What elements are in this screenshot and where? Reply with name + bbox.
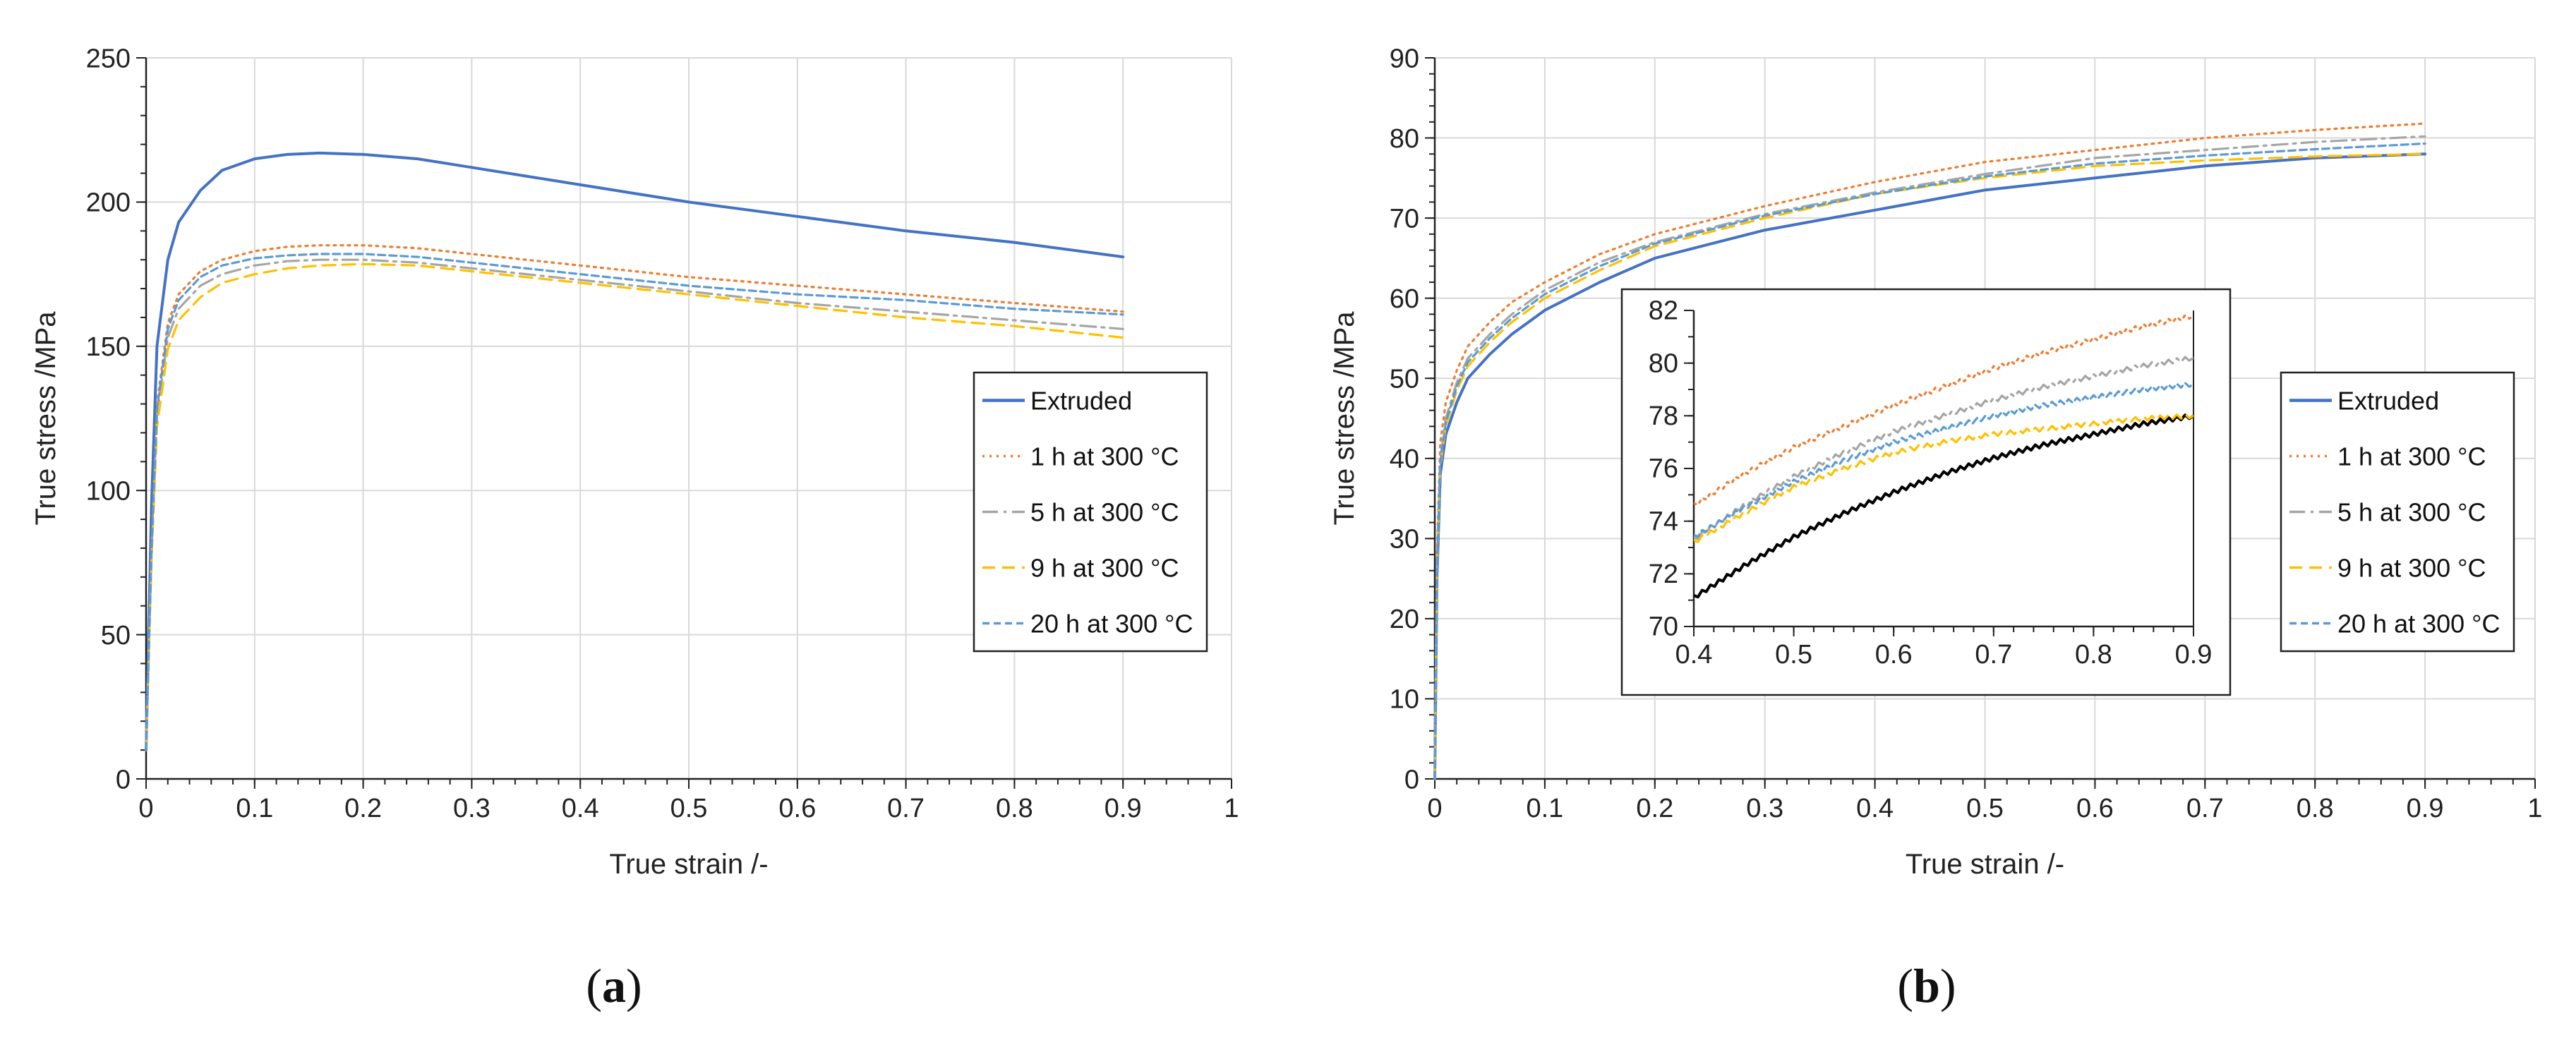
legend-b: Extruded 1 h at 300 °C 5 h at 300 °C 9 h at… [2280,371,2515,653]
chart-b-inset: 0.4 0.5 0.6 0.7 0.8 0.9 70 72 74 76 78 80 82 [1620,288,2232,696]
a-y-tick-label: 0 [116,765,131,794]
b-x-tick-label: 0.2 [1636,794,1673,823]
b-x-axis-title: True strain /- [1906,849,2064,880]
inset-x-tick-label: 0.5 [1775,640,1812,670]
b-series-h20 [1433,142,2426,780]
b-x-tick-label: 0 [1427,794,1442,823]
inset-frame [1620,288,2232,696]
panel-label-b: (b) [1897,959,1956,1012]
a-x-tick-label: 0.6 [778,794,816,823]
legend-a-label-h9: 9 h at 300 °C [1030,554,1179,583]
panel-label-a: (a) [586,959,642,1012]
b-x-tick-label: 0.9 [2407,794,2444,823]
a-y-tick-label: 250 [86,44,131,73]
b-y-tick-label: 60 [1390,284,1419,314]
inset-y-tick-label: 72 [1649,559,1678,589]
a-x-tick-label: 1 [1224,794,1239,823]
legend-a-label-h1: 1 h at 300 °C [1030,442,1179,471]
b-x-tick-label: 0.1 [1526,794,1563,823]
b-x-tick-label: 0.6 [2076,794,2114,823]
inset-series-h5 [1694,356,2193,540]
a-series-h20 [145,253,1124,751]
a-y-tick-label: 150 [86,332,131,362]
a-y-tick-label: 100 [86,477,131,507]
a-y-tick-label: 200 [86,188,131,218]
b-x-tick-label: 0.3 [1746,794,1783,823]
legend-a-label-h20: 20 h at 300 °C [1030,610,1193,639]
a-x-tick-label: 0.1 [236,794,273,823]
inset-y-tick-label: 74 [1649,507,1678,536]
b-y-axis-title: True stress /MPa [1329,311,1360,526]
b-y-tick-label: 80 [1390,124,1419,154]
legend-b-label-h20: 20 h at 300 °C [2337,610,2500,639]
b-y-tick-label: 30 [1390,525,1419,555]
a-series-h9 [145,262,1124,751]
inset-series-h9 [1694,413,2193,543]
a-series-h1 [145,244,1124,751]
legend-b-label-h1: 1 h at 300 °C [2337,442,2486,471]
chart-a: 0 0.1 0.2 0.3 0.4 0.5 0.6 0.7 0.8 0.9 1 0 50 100 150 20… [30,44,1239,880]
b-x-tick-label: 0.5 [1966,794,2004,823]
a-x-axis-title: True strain /- [609,849,768,880]
legend-a-label-extruded: Extruded [1030,387,1132,416]
a-series-extruded [145,151,1125,752]
a-y-axis-title: True stress /MPa [30,311,61,526]
legend-b-label-h9: 9 h at 300 °C [2337,554,2486,583]
a-x-tick-label: 0.4 [562,794,599,823]
legend-a: Extruded 1 h at 300 °C 5 h at 300 °C 9 h at… [973,371,1208,653]
inset-y-tick-label: 76 [1649,454,1678,484]
inset-series-extruded [1694,413,2193,599]
inset-y-tick-label: 78 [1649,401,1678,431]
a-x-tick-label: 0.9 [1105,794,1142,823]
a-x-tick-label: 0.2 [344,794,382,823]
inset-x-tick-label: 0.4 [1675,640,1713,670]
b-y-tick-label: 20 [1390,605,1419,634]
inset-x-tick-label: 0.7 [1975,640,2012,670]
b-x-tick-label: 1 [2527,794,2542,823]
b-y-tick-label: 10 [1390,685,1419,715]
inset-series-h1 [1694,314,2193,507]
inset-y-tick-label: 82 [1649,296,1678,326]
a-x-tick-label: 0.7 [887,794,925,823]
b-y-tick-label: 0 [1404,765,1419,794]
inset-x-tick-label: 0.8 [2075,640,2112,670]
inset-series-h20 [1694,382,2193,538]
a-series-h5 [145,258,1124,751]
legend-b-label-h5: 5 h at 300 °C [2337,498,2486,527]
a-x-tick-label: 0.5 [670,794,708,823]
inset-y-tick-label: 80 [1649,349,1678,378]
inset-x-tick-label: 0.9 [2175,640,2213,670]
legend-a-label-h5: 5 h at 300 °C [1030,498,1179,527]
inset-y-tick-label: 70 [1649,612,1678,642]
a-x-tick-label: 0.3 [453,794,490,823]
panel-label-b-letter: b [1913,959,1940,1012]
a-x-tick-label: 0.8 [996,794,1033,823]
a-x-tick-label: 0 [138,794,153,823]
inset-x-tick-label: 0.6 [1875,640,1913,670]
b-y-tick-label: 40 [1390,444,1419,474]
a-y-tick-label: 50 [101,621,131,650]
b-y-tick-label: 90 [1390,44,1419,73]
b-x-tick-label: 0.4 [1856,794,1894,823]
b-x-tick-label: 0.8 [2297,794,2334,823]
b-y-tick-label: 70 [1390,204,1419,234]
panel-label-a-letter: a [602,959,626,1012]
b-x-tick-label: 0.7 [2186,794,2224,823]
b-y-tick-label: 50 [1390,365,1419,394]
legend-b-label-extruded: Extruded [2337,387,2439,416]
